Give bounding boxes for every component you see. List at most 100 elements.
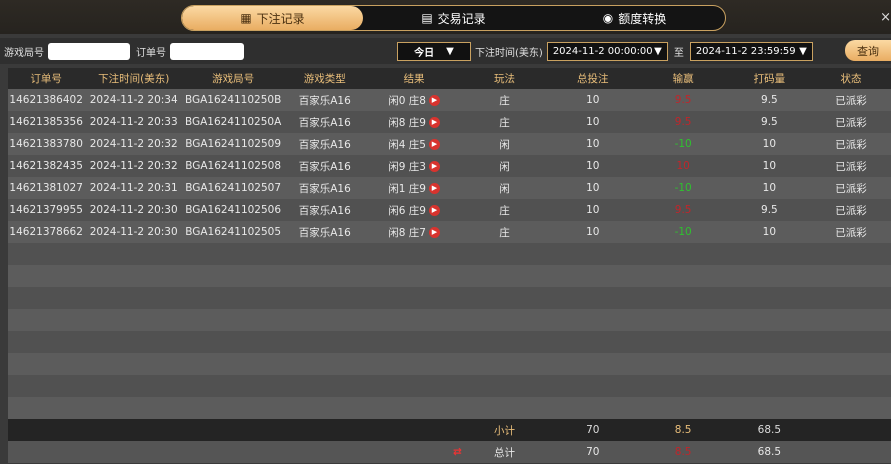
empty-cell [283, 353, 367, 375]
refresh-icon[interactable]: ⇄ [453, 446, 462, 458]
empty-cell [84, 287, 184, 309]
chevron-down-icon: ▼ [654, 45, 662, 57]
cell-value: 闲 [499, 138, 510, 151]
query-button[interactable]: 查询 [845, 40, 891, 61]
empty-row [8, 287, 891, 309]
play-replay-icon[interactable]: ▶ [428, 205, 440, 216]
cell: 百家乐A16 [283, 89, 367, 111]
cell: 14621386402 [8, 89, 85, 111]
empty-cell [461, 375, 548, 397]
cell: -10 [638, 221, 728, 243]
chevron-down-icon: ▼ [799, 45, 807, 57]
document-icon: ▤ [421, 11, 433, 25]
empty-cell [461, 265, 548, 287]
cell-value: 9.5 [674, 116, 692, 128]
cell [283, 441, 367, 463]
empty-cell [461, 287, 548, 309]
cell: 10 [727, 221, 811, 243]
tab-credit-transfer[interactable]: ◉ 额度转换 [544, 6, 725, 30]
cell: -10 [638, 177, 728, 199]
cell-value: 10 [762, 160, 777, 172]
column-header: 游戏局号 [183, 68, 284, 89]
tab-transaction-records[interactable]: ▤ 交易记录 [363, 6, 544, 30]
empty-cell [183, 309, 284, 331]
table-row[interactable]: 14621383780 2024-11-2 20:32 BGA16241102509… [8, 133, 891, 155]
empty-cell [810, 397, 891, 419]
play-replay-icon[interactable]: ▶ [428, 117, 440, 128]
calendar-icon: ▦ [240, 11, 252, 25]
order-no-input[interactable] [170, 42, 244, 60]
table-row[interactable]: 14621382435 2024-11-2 20:32 BGA16241102508… [8, 155, 891, 177]
cell [810, 441, 891, 463]
start-date-select[interactable]: 2024-11-2 00:00:00 ▼ [546, 41, 668, 61]
cell [84, 441, 184, 463]
play-replay-icon[interactable]: ▶ [428, 95, 440, 106]
cell-value: 9.5 [761, 116, 778, 128]
empty-cell [547, 397, 639, 419]
cell: -10 [638, 133, 728, 155]
cell: 9.5 [727, 111, 811, 133]
play-replay-icon[interactable]: ▶ [428, 139, 440, 150]
cell: 闲6 庄9 ▶ [366, 199, 462, 221]
empty-cell [84, 243, 184, 265]
cell-value: 2024-11-2 20:32 [89, 160, 178, 172]
tab-bet-records[interactable]: ▦ 下注记录 [182, 6, 363, 30]
table-row[interactable]: 14621381027 2024-11-2 20:31 BGA16241102507… [8, 177, 891, 199]
cell [283, 419, 367, 441]
cell: BGA1624110250B [183, 89, 284, 111]
period-select[interactable]: 今日 ▼ [397, 41, 471, 61]
cell [84, 419, 184, 441]
play-replay-icon[interactable]: ▶ [428, 183, 440, 194]
cell: 2024-11-2 20:34 [84, 89, 184, 111]
cell-value: 14621382435 [9, 160, 83, 172]
table-row[interactable]: 14621385356 2024-11-2 20:33 BGA1624110250A… [8, 111, 891, 133]
cell: 闲8 庄7 ▶ [366, 221, 462, 243]
empty-cell [183, 265, 284, 287]
cell: 10 [638, 155, 728, 177]
cell-value: 已派彩 [835, 160, 867, 173]
end-date-select[interactable]: 2024-11-2 23:59:59 ▼ [689, 41, 813, 61]
cell-value: 百家乐A16 [298, 138, 351, 151]
empty-cell [366, 375, 462, 397]
empty-cell [366, 353, 462, 375]
empty-cell [727, 287, 811, 309]
cell: 闲 [461, 133, 548, 155]
close-icon[interactable]: × [880, 10, 891, 25]
tab-bar: ▦ 下注记录 ▤ 交易记录 ◉ 额度转换 [181, 5, 726, 31]
empty-cell [810, 265, 891, 287]
cell-value: BGA16241102507 [185, 182, 282, 194]
cell-value: -10 [674, 226, 692, 238]
cell-value: 百家乐A16 [298, 160, 351, 173]
table-row[interactable]: 14621379955 2024-11-2 20:30 BGA16241102506… [8, 199, 891, 221]
empty-cell [727, 353, 811, 375]
cell: 9.5 [638, 199, 728, 221]
subtotal-row: 小计 70 8.5 68.5 [8, 419, 891, 441]
cell-value: 百家乐A16 [298, 116, 351, 129]
empty-cell [547, 375, 639, 397]
column-header: 输赢 [638, 68, 728, 89]
table-row[interactable]: 14621386402 2024-11-2 20:34 BGA1624110250B… [8, 89, 891, 111]
play-replay-icon[interactable]: ▶ [428, 227, 440, 238]
game-no-input[interactable] [48, 42, 130, 60]
empty-cell [638, 397, 728, 419]
table-row[interactable]: 14621378662 2024-11-2 20:30 BGA16241102505… [8, 221, 891, 243]
cell: 10 [547, 221, 639, 243]
cell: 2024-11-2 20:32 [84, 133, 184, 155]
game-no-label: 游戏局号 [4, 47, 44, 59]
cell-value: 10 [586, 138, 600, 150]
cell-value: 庄 [499, 226, 510, 239]
cell-value: 闲8 庄9 [388, 116, 426, 129]
empty-cell [183, 375, 284, 397]
total-row: ⇄ 总计 70 8.5 68.5 [8, 441, 891, 463]
empty-cell [638, 331, 728, 353]
cell [366, 419, 462, 441]
cell: 百家乐A16 [283, 133, 367, 155]
empty-cell [727, 265, 811, 287]
cell: 14621379955 [8, 199, 85, 221]
cell-value: 14621381027 [9, 182, 83, 194]
cell: 10 [547, 111, 639, 133]
to-label: 至 [673, 47, 684, 59]
cell-value: BGA16241102509 [185, 138, 282, 150]
play-replay-icon[interactable]: ▶ [428, 161, 440, 172]
cell-value: 闲8 庄7 [388, 226, 426, 239]
